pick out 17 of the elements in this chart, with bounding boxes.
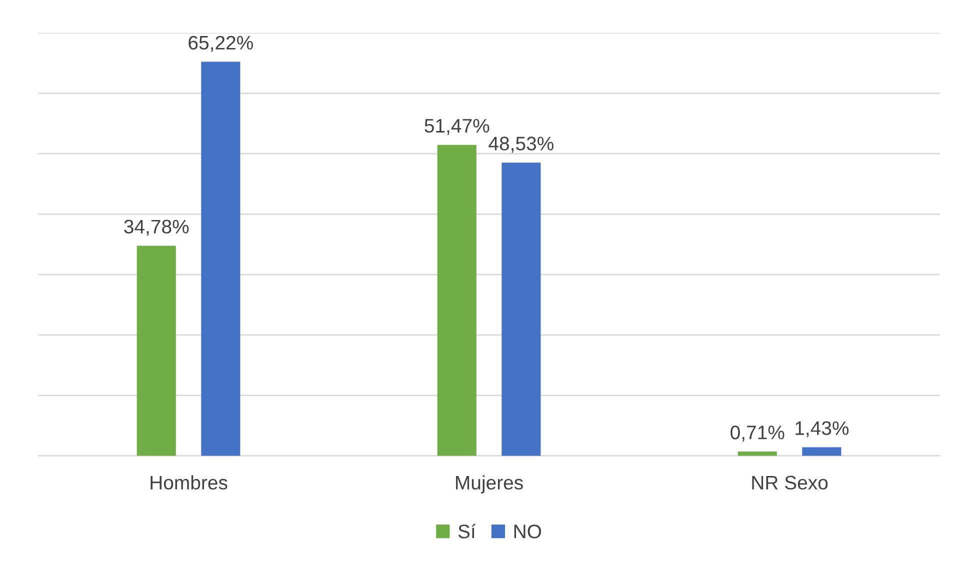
x-tick-label: NR Sexo — [752, 476, 828, 490]
data-label: 51,47% — [424, 118, 490, 135]
bar — [502, 162, 541, 456]
data-label: 0,71% — [730, 426, 784, 442]
bar — [437, 144, 476, 456]
legend-label: Sí — [458, 524, 476, 538]
data-label: 48,53% — [488, 136, 554, 153]
bar — [738, 452, 777, 456]
data-label: 1,43% — [796, 421, 849, 438]
bar — [136, 246, 176, 456]
x-tick-label: Mujeres — [456, 475, 523, 494]
bar — [802, 447, 842, 456]
x-tick-label: Hombres — [150, 475, 228, 490]
bar — [201, 62, 240, 456]
data-label: 34,78% — [124, 220, 189, 236]
legend-label: NO — [514, 524, 542, 538]
data-label: 65,22% — [188, 36, 253, 52]
